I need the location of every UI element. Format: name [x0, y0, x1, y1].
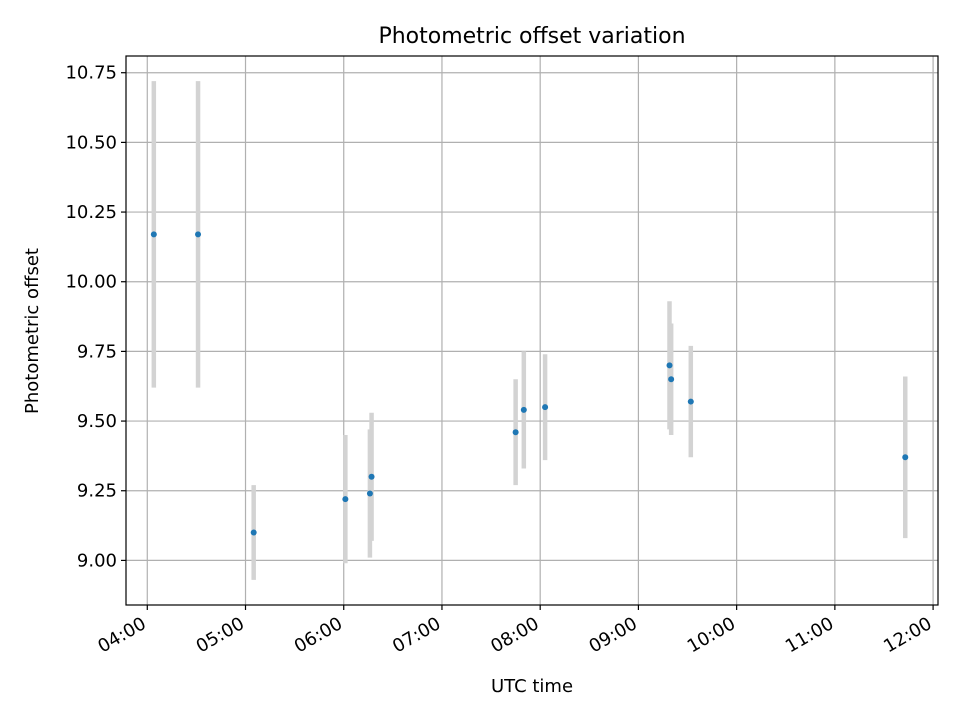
y-tick-label: 10.50 [65, 132, 117, 153]
y-tick-label: 9.75 [77, 341, 117, 362]
data-point [512, 429, 519, 436]
chart-title: Photometric offset variation [378, 24, 685, 49]
data-point [542, 404, 549, 411]
y-tick-label: 10.00 [65, 272, 117, 293]
data-point [250, 529, 257, 536]
x-axis-label: UTC time [491, 676, 573, 697]
data-points [150, 231, 909, 536]
y-tick-label: 9.50 [77, 411, 117, 432]
data-point [150, 231, 157, 238]
y-axis-label: Photometric offset [22, 248, 43, 414]
y-tick-label: 10.75 [65, 63, 117, 84]
data-point [666, 362, 673, 369]
data-point [520, 406, 527, 413]
grid [126, 56, 938, 605]
y-tick-label: 10.25 [65, 202, 117, 223]
data-point [195, 231, 202, 238]
data-point [342, 496, 349, 503]
y-tick-label: 9.00 [77, 550, 117, 571]
data-point [368, 473, 375, 480]
data-point [902, 454, 909, 461]
plot-frame [125, 55, 939, 606]
y-tick-label: 9.25 [77, 481, 117, 502]
data-point [668, 376, 675, 383]
data-point [687, 398, 694, 405]
data-point [366, 490, 373, 497]
